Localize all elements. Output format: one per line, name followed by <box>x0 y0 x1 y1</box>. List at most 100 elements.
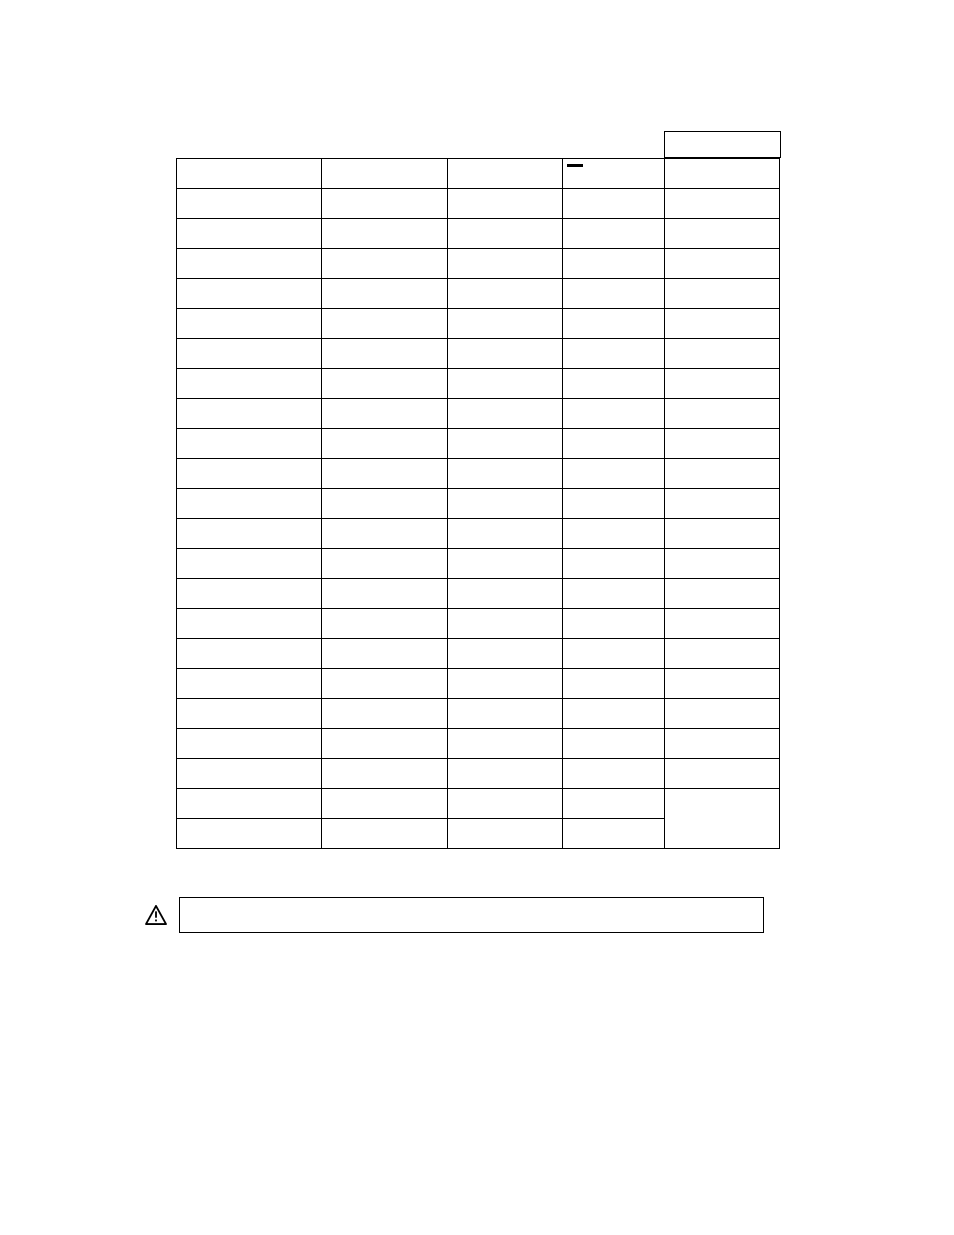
table-cell <box>448 309 563 339</box>
table-cell <box>665 219 780 249</box>
table-cell <box>562 759 665 789</box>
table-cell <box>448 189 563 219</box>
table-row <box>177 789 780 819</box>
table-cell <box>177 609 322 639</box>
table-cell <box>448 159 563 189</box>
table-cell <box>562 369 665 399</box>
table-cell <box>321 249 448 279</box>
table-cell <box>562 639 665 669</box>
table-cell <box>321 819 448 849</box>
table-cell <box>665 399 780 429</box>
table-row <box>177 729 780 759</box>
table-cell <box>177 489 322 519</box>
table-cell <box>562 699 665 729</box>
table-row <box>177 519 780 549</box>
top-right-box <box>664 131 781 158</box>
table-cell <box>665 759 780 789</box>
table-cell <box>562 219 665 249</box>
table-cell <box>177 399 322 429</box>
table-row <box>177 489 780 519</box>
table-cell <box>448 339 563 369</box>
table-cell <box>562 609 665 639</box>
table-cell <box>321 549 448 579</box>
table-cell <box>448 609 563 639</box>
table-cell <box>321 399 448 429</box>
table-cell <box>448 369 563 399</box>
table-cell <box>448 429 563 459</box>
table-cell <box>177 309 322 339</box>
table-cell <box>665 159 780 189</box>
table-row <box>177 279 780 309</box>
table-cell <box>321 219 448 249</box>
table-cell <box>177 339 322 369</box>
table-cell <box>177 219 322 249</box>
table-cell <box>321 429 448 459</box>
table-cell <box>177 729 322 759</box>
table-cell <box>665 669 780 699</box>
table-cell <box>321 189 448 219</box>
table-cell <box>448 549 563 579</box>
table-cell <box>321 159 448 189</box>
caution-row <box>145 897 764 933</box>
table-cell <box>321 369 448 399</box>
table-cell <box>177 159 322 189</box>
table-row <box>177 579 780 609</box>
table-cell <box>448 639 563 669</box>
table-cell <box>562 729 665 759</box>
table-cell <box>665 279 780 309</box>
table-cell <box>177 819 322 849</box>
table-cell <box>177 759 322 789</box>
table-cell <box>321 459 448 489</box>
table-cell <box>177 459 322 489</box>
table-cell <box>321 609 448 639</box>
table-cell <box>448 579 563 609</box>
table-cell <box>665 639 780 669</box>
table-cell <box>448 219 563 249</box>
table-cell <box>448 279 563 309</box>
table-row <box>177 189 780 219</box>
table-cell <box>665 579 780 609</box>
table-cell <box>448 519 563 549</box>
table-cell <box>562 249 665 279</box>
table-cell <box>665 609 780 639</box>
table-cell <box>562 819 665 849</box>
table-cell <box>448 489 563 519</box>
table-cell <box>665 459 780 489</box>
table-cell <box>177 189 322 219</box>
data-table <box>176 158 780 849</box>
caution-box <box>179 897 764 933</box>
table-row <box>177 399 780 429</box>
table-cell <box>177 369 322 399</box>
table-cell <box>562 459 665 489</box>
table-cell <box>562 189 665 219</box>
table-cell <box>321 759 448 789</box>
table-cell <box>562 519 665 549</box>
table-cell <box>665 309 780 339</box>
table-cell <box>321 789 448 819</box>
table-cell <box>177 249 322 279</box>
table-cell <box>448 249 563 279</box>
table-row <box>177 339 780 369</box>
table-cell <box>321 579 448 609</box>
table-row <box>177 609 780 639</box>
table-cell <box>177 579 322 609</box>
table-cell <box>665 729 780 759</box>
table-cell <box>562 309 665 339</box>
table-cell <box>562 549 665 579</box>
table-row <box>177 459 780 489</box>
page <box>0 0 954 1235</box>
table-cell <box>562 579 665 609</box>
table-cell <box>321 729 448 759</box>
table-cell <box>665 699 780 729</box>
table-cell <box>665 789 780 849</box>
table-cell <box>321 519 448 549</box>
table-cell <box>321 699 448 729</box>
table-cell <box>562 159 665 189</box>
table-row <box>177 159 780 189</box>
table-row <box>177 249 780 279</box>
table-cell <box>321 339 448 369</box>
table-cell <box>177 789 322 819</box>
table-cell <box>448 729 563 759</box>
table-row <box>177 759 780 789</box>
table-cell <box>177 279 322 309</box>
